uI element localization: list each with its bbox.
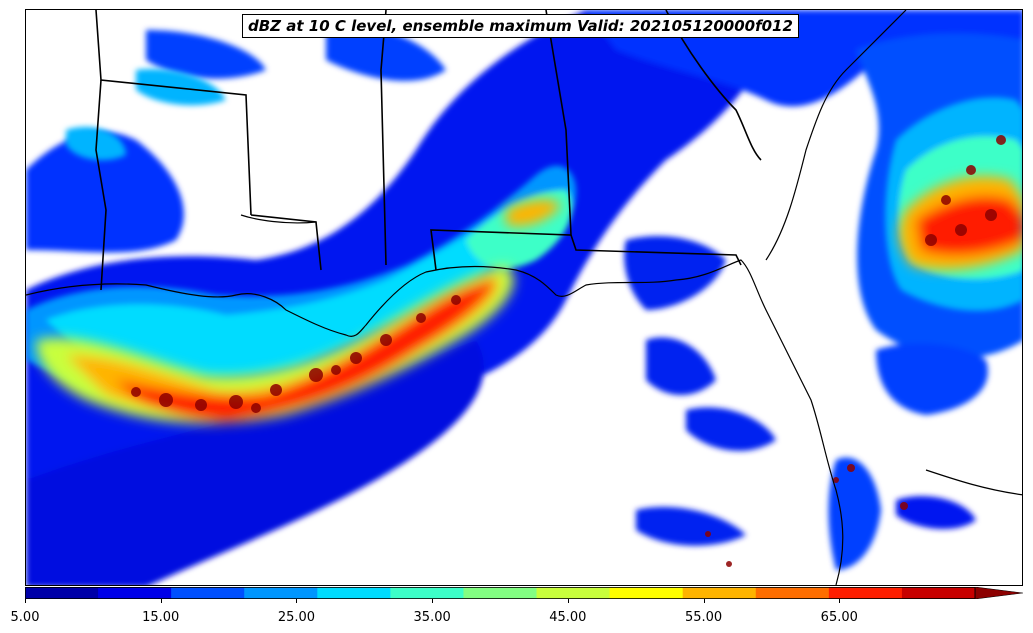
colorbar-outline (25, 587, 976, 599)
colorbar-bin (317, 587, 391, 599)
colorbar-tick-label: 25.00 (277, 610, 316, 625)
map-title: dBZ at 10 C level, ensemble maximum Vali… (242, 14, 799, 38)
colorbar-tick-label: 5.00 (10, 610, 40, 625)
colorbar-tick-label: 45.00 (549, 610, 587, 625)
state-borders (95, 10, 762, 291)
colorbar-tick-label: 55.00 (684, 610, 723, 625)
colorbar-tickmark (160, 599, 162, 603)
colorbar-bin (463, 587, 538, 599)
colorbar-tickmark (25, 599, 26, 603)
colorbar-bin (901, 587, 976, 599)
echo-convective-line (36, 176, 1022, 424)
colorbar-bin (171, 587, 245, 599)
colorbar-bin (98, 587, 172, 599)
colorbar-bin (536, 587, 611, 599)
colorbar-tick-label: 15.00 (142, 610, 180, 625)
coastlines (26, 10, 1022, 585)
colorbar-tick-label: 65.00 (820, 610, 858, 625)
colorbar-extend-arrow (974, 587, 1023, 599)
colorbar-tickmark (432, 599, 434, 603)
colorbar-tickmark (567, 599, 569, 603)
colorbar-tick-label: 35.00 (413, 610, 451, 625)
colorbar (25, 587, 1023, 599)
radar-map (25, 9, 1023, 586)
colorbar-tickmark (296, 599, 298, 603)
colorbar-bin (755, 587, 830, 599)
reflectivity-field (26, 10, 1022, 585)
colorbar-bin (682, 587, 757, 599)
colorbar-bin (609, 587, 684, 599)
echo-cores (131, 135, 1006, 567)
colorbar-bin (828, 587, 903, 599)
colorbar-tickmark (839, 599, 841, 603)
colorbar-bin (244, 587, 318, 599)
colorbar-tickmark (703, 599, 705, 603)
colorbar-bin (390, 587, 464, 599)
colorbar-bin (25, 587, 99, 599)
